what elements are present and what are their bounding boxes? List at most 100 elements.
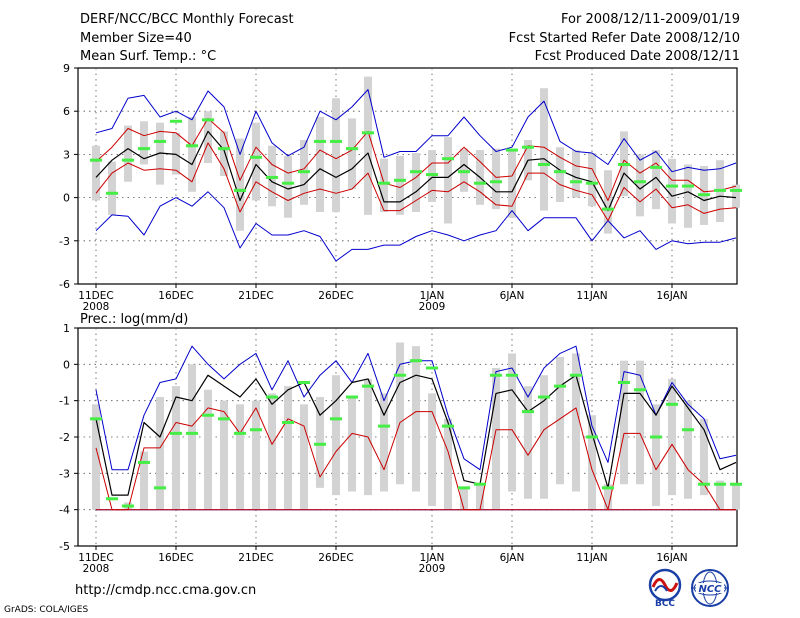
ncc-logo-text: NCC — [698, 584, 722, 595]
precipitation-marker — [442, 424, 454, 428]
produced-date: Fcst Produced Date 2008/12/11 — [534, 49, 740, 64]
temperature-spread-bar — [236, 138, 244, 231]
temperature-xtick-label: 16DEC — [158, 290, 193, 302]
temperature-spread-bar — [444, 137, 452, 224]
temperature-marker — [634, 180, 646, 184]
temperature-marker — [650, 165, 662, 169]
precipitation-marker — [634, 388, 646, 392]
temperature-spread-bar — [204, 111, 212, 164]
precipitation-marker — [362, 384, 374, 388]
temperature-marker — [202, 118, 214, 122]
precipitation-marker — [234, 431, 246, 435]
temperature-variable-label: Mean Surf. Temp.: °C — [80, 49, 217, 64]
precipitation-marker — [666, 402, 678, 406]
temperature-spread-bar — [396, 155, 404, 215]
temperature-spread-bar — [492, 148, 500, 210]
precipitation-spread-bar — [524, 386, 532, 499]
precipitation-spread-bar — [92, 404, 100, 510]
bcc-logo: BCC — [648, 568, 682, 609]
precipitation-spread-bar — [252, 400, 260, 510]
temperature-spread-bar — [92, 145, 100, 201]
precipitation-marker — [122, 504, 134, 508]
temperature-spread-bar — [172, 132, 180, 175]
temperature-marker — [282, 181, 294, 185]
temperature-spread-bar — [540, 88, 548, 211]
ncc-logo: NCC — [691, 569, 729, 607]
precipitation-marker — [506, 373, 518, 377]
temperature-outer-lower-line — [95, 191, 737, 262]
temperature-marker — [378, 181, 390, 185]
temperature-marker — [266, 175, 278, 179]
temperature-marker — [410, 170, 422, 174]
temperature-ytick-label: 9 — [63, 62, 70, 75]
temperature-spread-bar — [732, 184, 740, 208]
temperature-spread-bar — [668, 158, 676, 224]
precipitation-spread-bar — [620, 360, 628, 485]
precipitation-marker — [266, 395, 278, 399]
temperature-xtick-label: 26DEC — [318, 290, 353, 302]
temperature-spread-bar — [108, 161, 116, 215]
precipitation-xtick-label: 26DEC — [318, 552, 353, 564]
temperature-ensemble-mean-line — [95, 130, 737, 212]
precipitation-marker — [138, 460, 150, 464]
temperature-marker — [490, 180, 502, 184]
temperature-xtick-label: 11DEC — [78, 290, 113, 302]
temperature-marker — [298, 170, 310, 174]
temperature-marker — [314, 139, 326, 143]
temperature-spread-bar — [684, 164, 692, 228]
precipitation-spread-bar — [684, 400, 692, 499]
precipitation-marker — [250, 428, 262, 432]
started-refer-date: Fcst Started Refer Date 2008/12/10 — [508, 31, 740, 46]
precipitation-spread-bar — [156, 397, 164, 510]
precipitation-marker — [490, 373, 502, 377]
precipitation-spread-bar — [316, 397, 324, 488]
temperature-spread-bar — [572, 150, 580, 198]
precipitation-marker — [170, 431, 182, 435]
temperature-marker — [602, 207, 614, 211]
precipitation-spread-bar — [220, 400, 228, 510]
temperature-marker — [106, 191, 118, 195]
precipitation-xtick-year: 2008 — [83, 563, 110, 575]
precipitation-marker — [426, 366, 438, 370]
precipitation-xtick-label: 16JAN — [656, 552, 687, 564]
forecast-period: For 2008/12/11-2009/01/19 — [561, 12, 740, 27]
temperature-ytick-label: 0 — [63, 192, 70, 205]
temperature-spread-bar — [508, 150, 516, 218]
precipitation-spread-bar — [204, 389, 212, 510]
precipitation-spread-bar — [380, 393, 388, 492]
precipitation-ytick-label: -1 — [59, 395, 70, 408]
precipitation-spread-bar — [460, 487, 468, 510]
precipitation-marker — [202, 413, 214, 417]
temperature-marker — [698, 193, 710, 197]
precipitation-xtick-label: 21DEC — [238, 552, 273, 564]
precipitation-spread-bar — [572, 353, 580, 492]
source-url[interactable]: http://cmdp.ncc.cma.gov.cn — [75, 583, 257, 598]
temperature-frame — [77, 67, 738, 285]
temperature-marker — [154, 139, 166, 143]
temperature-xtick-label: 1JAN — [420, 290, 445, 302]
precipitation-ytick-label: 1 — [63, 322, 70, 335]
temperature-spread-bar — [604, 170, 612, 234]
temperature-marker — [586, 181, 598, 185]
temperature-marker — [426, 173, 438, 177]
precipitation-xtick-label: 6JAN — [500, 552, 525, 564]
temperature-spread-bar — [556, 147, 564, 202]
temperature-xtick-year: 2008 — [83, 301, 110, 313]
temperature-marker — [218, 147, 230, 151]
temperature-spread-bar — [364, 76, 372, 215]
precipitation-spread-bar — [716, 480, 724, 510]
temperature-marker — [138, 147, 150, 151]
precipitation-xtick-label: 1JAN — [420, 552, 445, 564]
temperature-spread-bar — [284, 155, 292, 218]
precipitation-marker — [554, 384, 566, 388]
precipitation-marker — [698, 482, 710, 486]
precipitation-xtick-label: 16DEC — [158, 552, 193, 564]
precipitation-marker — [714, 482, 726, 486]
precipitation-spread-bar — [300, 404, 308, 510]
precipitation-spread-bar — [236, 404, 244, 510]
precipitation-spread-bar — [396, 342, 404, 485]
precipitation-spread-bar — [284, 386, 292, 510]
precipitation-spread-bar — [332, 375, 340, 496]
precipitation-spread-bar — [428, 393, 436, 507]
precipitation-marker — [154, 486, 166, 490]
